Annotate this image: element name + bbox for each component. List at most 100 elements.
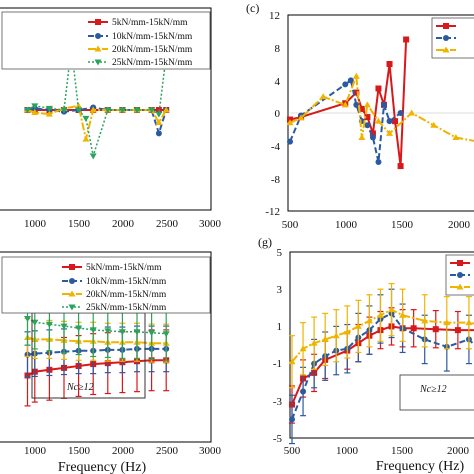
data-point [89, 327, 97, 334]
data-point [24, 107, 31, 114]
legend-label: 25kN/mm-15kN/mm [86, 303, 167, 313]
legend-entry [450, 260, 470, 266]
panel-letter-g: (g) [258, 235, 272, 249]
x-tick-label: 1500 [391, 445, 414, 457]
legend-label: 5kN/mm-15kN/mm [86, 263, 162, 273]
data-point [388, 306, 396, 313]
data-point [297, 114, 305, 121]
data-point [45, 321, 53, 328]
panel-letter-c: (c) [246, 1, 259, 15]
panel-top-left: 1000 1500 2000 2500 3000 5kN/mm-15kN/mm … [0, 7, 222, 230]
data-point [310, 339, 318, 346]
legend-entry [450, 283, 470, 290]
x-tick-label: 2500 [156, 218, 179, 230]
data-point [299, 345, 307, 352]
y-tick-label: -3 [273, 396, 283, 408]
x-tick-label: 1000 [335, 219, 358, 231]
y-tick-label: -8 [271, 174, 281, 186]
legend-entry [450, 272, 470, 278]
x-tick-label: 2000 [447, 445, 470, 457]
plot-frame-c [287, 14, 474, 212]
x-tick-label: 2000 [112, 445, 135, 457]
plot-frame-top-left [0, 7, 212, 211]
nc-annotation: Nc≥12 [419, 384, 447, 395]
data-point [381, 101, 387, 108]
y-tick-label: -5 [273, 433, 283, 445]
legend-entry: 25kN/mm-15kN/mm [62, 303, 167, 313]
legend-entry: 25kN/mm-15kN/mm [88, 58, 193, 68]
data-point [89, 106, 97, 113]
data-point [60, 107, 68, 114]
data-point [148, 330, 156, 337]
data-point [364, 122, 371, 129]
series-line [291, 312, 474, 420]
legend-entry [436, 23, 456, 29]
data-point [408, 109, 416, 116]
legend-entry: 5kN/mm-15kN/mm [88, 18, 188, 28]
plot-frame-g [289, 251, 474, 439]
x-tick-labels-top-left: 1000 1500 2000 2500 3000 [24, 218, 222, 230]
data-point [288, 358, 296, 365]
x-axis-title-g: Frequency (Hz) [376, 459, 465, 474]
data-point [82, 135, 90, 142]
y-tick-label: 5 [277, 247, 283, 259]
data-point [353, 89, 360, 96]
legend-c [431, 17, 474, 59]
data-point [452, 134, 460, 140]
x-tick-label: 1500 [68, 218, 91, 230]
legend-entry: 10kN/mm-15kN/mm [88, 32, 193, 42]
data-point [443, 319, 451, 326]
y-tick-label: 12 [269, 10, 280, 22]
x-tick-label: 500 [282, 219, 299, 231]
y-tick-label: 3 [277, 284, 283, 296]
data-point [45, 110, 53, 117]
data-point [375, 85, 382, 92]
data-point [31, 103, 39, 110]
data-point [341, 101, 349, 108]
data-point [430, 121, 438, 128]
panel-bottom-left: Nc≥12 1000 1500 2000 2500 3000 Frequency… [0, 251, 222, 474]
data-point [363, 101, 371, 108]
data-point [343, 328, 351, 335]
x-tick-label: 500 [284, 445, 301, 457]
x-tick-labels-c: 500 1000 1500 2000 [282, 219, 471, 231]
x-tick-label: 3000 [199, 218, 222, 230]
data-point [392, 118, 399, 125]
data-point [118, 329, 126, 336]
x-axis-title-bottom-left: Frequency (Hz) [58, 460, 147, 474]
data-point [399, 311, 407, 318]
y-tick-labels-g: 5 3 1 -1 -3 -5 [273, 247, 283, 445]
y-tick-label: -1 [273, 358, 282, 370]
data-point [286, 119, 294, 126]
y-tick-label: 0 [275, 108, 281, 120]
legend-label: 10kN/mm-15kN/mm [112, 32, 193, 42]
x-tick-label: 1000 [336, 445, 359, 457]
x-tick-label: 1500 [68, 445, 91, 457]
nc-annotation: Nc≥12 [66, 382, 94, 393]
data-point [454, 327, 461, 334]
data-point [421, 317, 429, 324]
data-point [82, 115, 90, 122]
data-point [133, 329, 141, 336]
legend-label: 10kN/mm-15kN/mm [86, 277, 167, 287]
legend-entry: 10kN/mm-15kN/mm [62, 277, 167, 287]
data-point [31, 319, 39, 326]
data-point [364, 114, 371, 121]
data-point [155, 111, 163, 118]
panel-g: (g) Nc≥12 5 3 1 -1 -3 -5 500 1000 1500 2… [258, 235, 474, 474]
data-point [75, 325, 83, 332]
data-point [45, 105, 53, 112]
plot-frame-bottom-left [0, 251, 212, 443]
data-point [118, 107, 126, 114]
x-tick-labels-bottom-left: 1000 1500 2000 2500 3000 [24, 445, 222, 457]
data-point [465, 319, 473, 326]
data-point [104, 107, 112, 114]
series-group-top-left [24, 45, 170, 160]
data-point [148, 107, 156, 114]
x-tick-label: 1000 [24, 218, 47, 230]
x-tick-label: 2000 [448, 219, 471, 231]
data-point [332, 332, 340, 339]
data-point [162, 331, 170, 338]
data-point [155, 130, 162, 137]
y-tick-label: -12 [265, 206, 280, 218]
